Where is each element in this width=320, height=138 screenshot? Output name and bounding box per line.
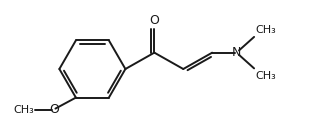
Text: O: O [49,103,59,116]
Text: N: N [232,46,242,59]
Text: CH₃: CH₃ [256,71,276,81]
Text: O: O [149,14,159,26]
Text: CH₃: CH₃ [256,25,276,35]
Text: CH₃: CH₃ [13,105,34,115]
